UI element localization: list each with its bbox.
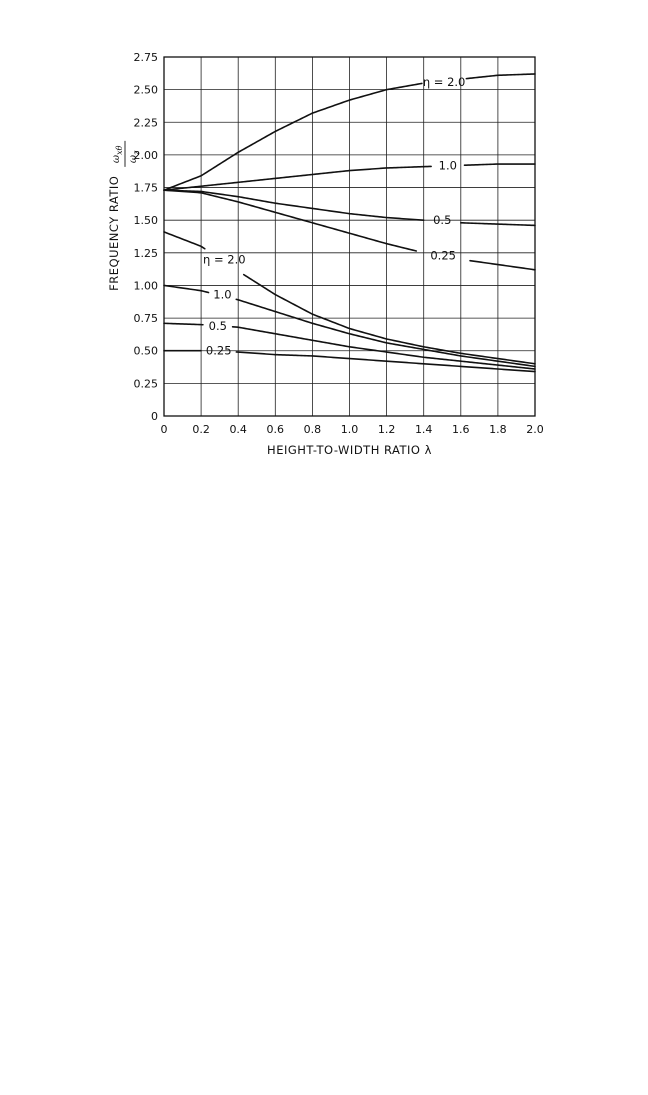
x-tick-label: 0.4 bbox=[229, 423, 247, 436]
plot-frame bbox=[163, 56, 536, 417]
fraction-numerator: ω bbox=[111, 155, 122, 163]
y-tick-label: 2.00 bbox=[134, 149, 159, 162]
curve-upper-0 bbox=[465, 73, 536, 80]
curve-lower-4 bbox=[242, 273, 536, 365]
fraction-denominator: ω bbox=[128, 155, 139, 163]
fraction-denominator-sub: z bbox=[132, 150, 141, 156]
x-tick-label: 1.8 bbox=[489, 423, 507, 436]
curve-label: 1.0 bbox=[213, 288, 231, 302]
y-axis-fraction: ω xθ ω z bbox=[111, 140, 141, 167]
curve-lower-5 bbox=[163, 284, 210, 294]
x-tick-label: 1.0 bbox=[341, 423, 359, 436]
x-tick-label: 1.6 bbox=[452, 423, 470, 436]
y-tick-label: 1.25 bbox=[134, 247, 159, 260]
y-tick-labels: 0 0.25 0.50 0.75 1.00 1.25 1.50 1.75 2.00 2.25 2.5… bbox=[134, 51, 159, 423]
y-tick-label: 0 bbox=[151, 410, 158, 423]
curve-upper-2 bbox=[459, 221, 536, 227]
y-axis-title-text: FREQUENCY RATIO bbox=[107, 176, 121, 291]
curve-lower-4 bbox=[163, 231, 206, 250]
x-tick-labels: 0 0.2 0.4 0.6 0.8 1.0 1.2 1.4 1.6 1.8 2.0 bbox=[161, 423, 544, 436]
y-tick-label: 0.25 bbox=[134, 377, 159, 390]
x-tick-label: 0.8 bbox=[304, 423, 322, 436]
curve-upper-3 bbox=[163, 189, 418, 252]
curve-upper-1 bbox=[163, 165, 432, 191]
x-axis-title: HEIGHT-TO-WIDTH RATIO λ bbox=[267, 443, 432, 457]
curve-upper-3 bbox=[469, 259, 536, 271]
x-tick-label: 1.4 bbox=[415, 423, 433, 436]
curve-label: 0.25 bbox=[206, 344, 232, 358]
y-tick-label: 1.00 bbox=[134, 279, 159, 292]
curve-label: 0.25 bbox=[430, 248, 456, 262]
curve-lower-6 bbox=[231, 326, 536, 370]
curve-lower-5 bbox=[235, 298, 536, 368]
grid bbox=[163, 56, 536, 417]
curve-lower-6 bbox=[163, 322, 204, 326]
curve-label: η = 2.0 bbox=[203, 252, 246, 266]
fraction-numerator-sub: xθ bbox=[115, 145, 124, 155]
x-tick-label: 2.0 bbox=[526, 423, 544, 436]
y-tick-label: 0.50 bbox=[134, 345, 159, 358]
curve-upper-1 bbox=[463, 163, 536, 167]
curve-upper-0 bbox=[163, 82, 423, 191]
y-tick-label: 1.50 bbox=[134, 214, 159, 227]
curve-lower-7 bbox=[235, 351, 536, 373]
y-tick-label: 2.50 bbox=[134, 84, 159, 97]
curves bbox=[163, 73, 536, 373]
curve-label: 0.5 bbox=[433, 213, 451, 227]
curve-label: 0.5 bbox=[209, 319, 227, 333]
curve-label: 1.0 bbox=[439, 158, 457, 172]
x-tick-label: 0.6 bbox=[267, 423, 285, 436]
y-tick-label: 2.75 bbox=[134, 51, 159, 64]
y-axis-title: FREQUENCY RATIO ω xθ ω z bbox=[107, 140, 141, 291]
y-tick-label: 1.75 bbox=[134, 182, 159, 195]
x-tick-label: 0.2 bbox=[192, 423, 210, 436]
y-tick-label: 2.25 bbox=[134, 116, 159, 129]
x-tick-label: 0 bbox=[161, 423, 168, 436]
y-tick-label: 0.75 bbox=[134, 312, 159, 325]
x-tick-label: 1.2 bbox=[378, 423, 396, 436]
curve-upper-2 bbox=[163, 189, 425, 221]
curve-labels: η = 2.0 1.0 0.5 0.25 η = 2.0 1.0 0.5 0.25 bbox=[203, 75, 465, 358]
curve-label: η = 2.0 bbox=[423, 75, 466, 89]
